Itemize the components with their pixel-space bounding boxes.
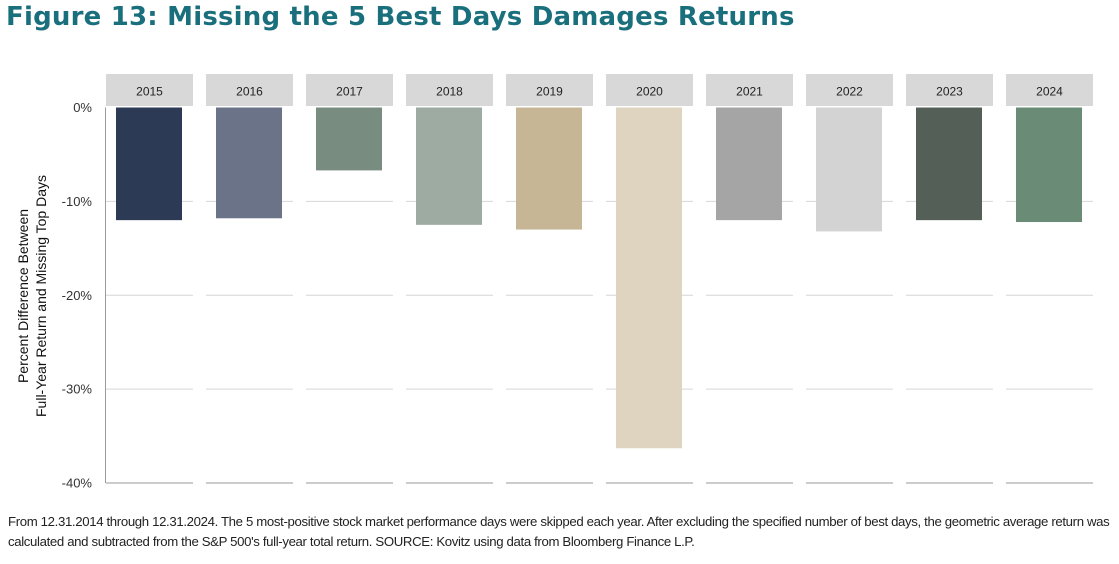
category-label: 2024: [1036, 85, 1063, 99]
category-label: 2016: [236, 85, 263, 99]
y-tick-label: 0%: [73, 100, 92, 115]
category-header: [706, 74, 793, 106]
category-header: [906, 74, 993, 106]
y-tick-label: -30%: [62, 382, 93, 397]
category-header: [406, 74, 493, 106]
category-label: 2017: [336, 85, 363, 99]
bar-2020: [616, 107, 682, 449]
category-label: 2018: [436, 85, 463, 99]
bars: [116, 107, 1082, 449]
category-header: [506, 74, 593, 106]
category-header: [106, 74, 193, 106]
bar-chart: Percent Difference Between Full-Year Ret…: [15, 74, 1093, 491]
category-label: 2020: [636, 85, 663, 99]
category-label: 2021: [736, 85, 763, 99]
y-axis-title: Percent Difference Between Full-Year Ret…: [15, 175, 49, 417]
bar-2023: [916, 107, 982, 221]
y-tick-labels: 0% -10% -20% -30% -40%: [62, 100, 93, 491]
footnote: From 12.31.2014 through 12.31.2024. The …: [8, 514, 1110, 549]
category-headers: 2015 2016 2017 2018 2019 2020 2021 2022 2023 2024: [106, 74, 1093, 106]
category-label: 2019: [536, 85, 563, 99]
y-tick-label: -20%: [62, 288, 93, 303]
category-header: [606, 74, 693, 106]
bar-2022: [816, 107, 882, 232]
gridlines: [106, 200, 1093, 484]
category-header: [1006, 74, 1093, 106]
category-header: [306, 74, 393, 106]
y-axis-title-line-1: Percent Difference Between: [15, 209, 31, 383]
bar-2021: [716, 107, 782, 221]
bar-2017: [316, 107, 382, 171]
bar-2024: [1016, 107, 1082, 223]
bar-2019: [516, 107, 582, 230]
category-label: 2022: [836, 85, 863, 99]
bar-2018: [416, 107, 482, 225]
y-tick-label: -10%: [62, 194, 93, 209]
figure-title: Figure 13: Missing the 5 Best Days Damag…: [6, 2, 795, 32]
y-axis-title-line-2: Full-Year Return and Missing Top Days: [33, 175, 49, 417]
category-label: 2023: [936, 85, 963, 99]
category-header: [206, 74, 293, 106]
bar-2016: [216, 107, 282, 219]
category-header: [806, 74, 893, 106]
category-label: 2015: [136, 85, 163, 99]
bar-2015: [116, 107, 182, 221]
y-tick-label: -40%: [62, 476, 93, 491]
